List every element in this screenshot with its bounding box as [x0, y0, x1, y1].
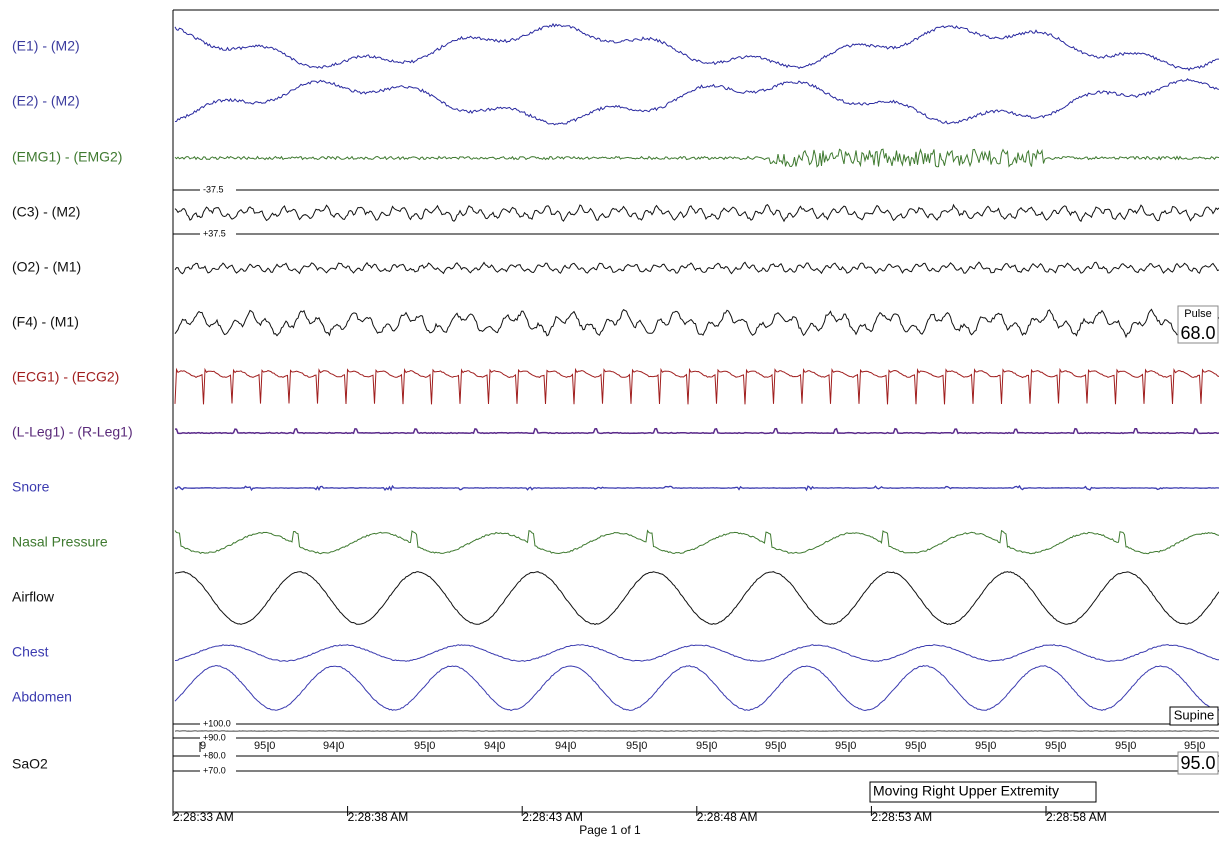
sao2-value: 95.0 — [1045, 740, 1066, 752]
sao2-current: 95.0 — [1180, 753, 1215, 773]
sao2-value: 95.0 — [905, 740, 926, 752]
channel-label: (O2) - (M1) — [12, 259, 81, 275]
channel-label: SaO2 — [12, 756, 48, 772]
sao2-value: 94.0 — [555, 740, 576, 752]
sao2-value: 95.0 — [975, 740, 996, 752]
sao2-value: 95.0 — [835, 740, 856, 752]
trace — [174, 78, 1219, 126]
channel-label: Abdomen — [12, 689, 72, 705]
channel-label: (E1) - (M2) — [12, 38, 80, 54]
channel-label: Chest — [12, 644, 49, 660]
trace — [175, 427, 1219, 435]
sao2-scale: +90.0 — [203, 732, 226, 742]
scale-label: +37.5 — [203, 228, 226, 238]
time-label: 2:28:33 AM — [173, 810, 234, 824]
footer: Page 1 of 1 — [579, 823, 641, 837]
channel-label: (L-Leg1) - (R-Leg1) — [12, 424, 133, 440]
trace — [174, 148, 1219, 168]
trace — [174, 571, 1219, 626]
sao2-value: 95.0 — [1184, 740, 1205, 752]
scale-bg — [200, 229, 236, 239]
position: Supine — [1174, 707, 1214, 722]
time-label: 2:28:38 AM — [348, 810, 409, 824]
pulse-value: 68.0 — [1180, 323, 1215, 343]
time-label: 2:28:58 AM — [1046, 810, 1107, 824]
labels: (E1) - (M2) (E2) - (M2) (EMG1) - (EMG2) (C3… — [12, 38, 1205, 824]
frame — [172, 9, 1219, 813]
sao2-value: 95.0 — [626, 740, 647, 752]
sao2-value: 95.0 — [696, 740, 717, 752]
channel-label: Airflow — [12, 589, 55, 605]
event-box — [869, 781, 1097, 803]
sao2-scale: +100.0 — [203, 718, 231, 728]
sao2-value: 95.0 — [254, 740, 275, 752]
time-label: 2:28:53 AM — [871, 810, 932, 824]
sao2-value: 94.0 — [484, 740, 505, 752]
sao2-value: 95.0 — [1115, 740, 1136, 752]
time-label: 2:28:43 AM — [522, 810, 583, 824]
sao2-value: 95.0 — [414, 740, 435, 752]
sao2-value: 94.0 — [323, 740, 344, 752]
event: Moving Right Upper Extremity — [873, 783, 1059, 799]
pulse-label: Pulse — [1184, 308, 1212, 320]
scale-bg — [200, 751, 236, 761]
scale-label: -37.5 — [203, 184, 224, 194]
trace — [174, 367, 1219, 405]
trace — [174, 484, 1219, 492]
pulse-box — [1177, 305, 1219, 344]
channel-label: (C3) - (M2) — [12, 204, 80, 220]
sao2-box — [1177, 751, 1219, 775]
trace — [174, 261, 1219, 275]
trace — [174, 308, 1219, 339]
trace — [174, 529, 1219, 555]
channel-label: Nasal Pressure — [12, 534, 108, 550]
channel-label: (E2) - (M2) — [12, 93, 80, 109]
sao2-scale: +70.0 — [203, 765, 226, 775]
trace — [174, 22, 1219, 72]
scale-bg — [200, 766, 236, 776]
position-box — [1169, 706, 1219, 726]
trace — [174, 203, 1219, 223]
channel-label: (ECG1) - (ECG2) — [12, 369, 119, 385]
trace — [174, 665, 1219, 712]
channel-label: (EMG1) - (EMG2) — [12, 149, 122, 165]
channel-label: Snore — [12, 479, 50, 495]
sao2-value: 9 — [200, 740, 206, 752]
scale-bg — [200, 733, 236, 743]
trace — [174, 644, 1219, 662]
scale-bg — [200, 719, 236, 729]
channel-label: (F4) - (M1) — [12, 314, 79, 330]
waveforms — [174, 22, 1219, 732]
sao2-value: 95.0 — [765, 740, 786, 752]
sao2-scale: +80.0 — [203, 750, 226, 760]
scale-bg — [200, 185, 236, 195]
time-label: 2:28:48 AM — [697, 810, 758, 824]
